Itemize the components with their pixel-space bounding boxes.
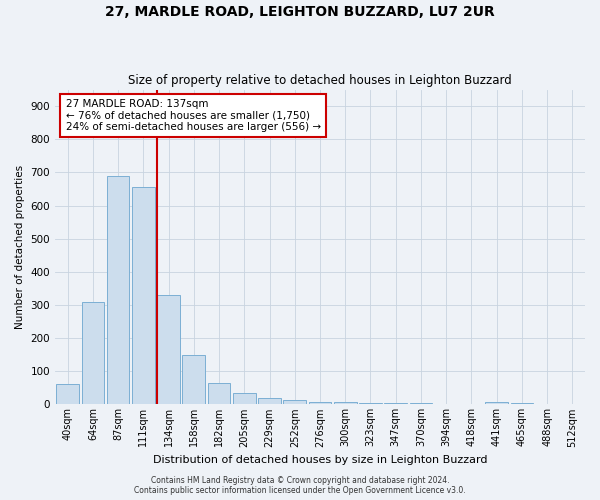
Bar bbox=[308, 402, 331, 404]
Bar bbox=[233, 393, 256, 404]
Bar bbox=[132, 188, 155, 404]
Text: 27 MARDLE ROAD: 137sqm
← 76% of detached houses are smaller (1,750)
24% of semi-: 27 MARDLE ROAD: 137sqm ← 76% of detached… bbox=[65, 99, 321, 132]
Bar bbox=[208, 383, 230, 404]
Bar bbox=[359, 402, 382, 404]
Bar bbox=[182, 354, 205, 405]
Text: 27, MARDLE ROAD, LEIGHTON BUZZARD, LU7 2UR: 27, MARDLE ROAD, LEIGHTON BUZZARD, LU7 2… bbox=[105, 5, 495, 19]
Bar bbox=[258, 398, 281, 404]
Bar bbox=[157, 295, 180, 405]
Title: Size of property relative to detached houses in Leighton Buzzard: Size of property relative to detached ho… bbox=[128, 74, 512, 87]
Bar bbox=[334, 402, 356, 404]
Bar bbox=[511, 403, 533, 404]
Bar bbox=[56, 384, 79, 404]
Bar bbox=[485, 402, 508, 404]
Bar bbox=[107, 176, 130, 404]
X-axis label: Distribution of detached houses by size in Leighton Buzzard: Distribution of detached houses by size … bbox=[153, 455, 487, 465]
Bar bbox=[385, 403, 407, 404]
Bar bbox=[82, 302, 104, 405]
Text: Contains HM Land Registry data © Crown copyright and database right 2024.
Contai: Contains HM Land Registry data © Crown c… bbox=[134, 476, 466, 495]
Bar bbox=[283, 400, 306, 404]
Y-axis label: Number of detached properties: Number of detached properties bbox=[15, 165, 25, 329]
